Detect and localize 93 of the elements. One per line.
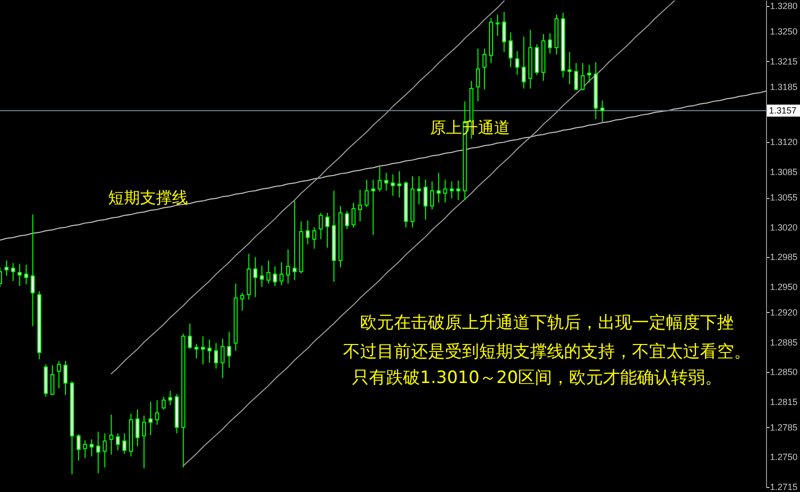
candlestick <box>83 440 88 459</box>
y-tick-label: 1.3120 <box>770 137 798 148</box>
candlestick <box>200 336 205 365</box>
candlestick <box>482 48 486 90</box>
candlestick <box>574 62 578 91</box>
candlestick <box>142 414 146 469</box>
candlestick <box>580 62 585 91</box>
candlestick <box>397 170 402 198</box>
candlestick <box>227 332 232 368</box>
candlestick <box>50 364 54 396</box>
candlestick <box>522 36 526 90</box>
candlestick <box>436 172 441 204</box>
annotation: 只有跌破1.3010～20区间，欧元才能确认转弱。 <box>352 368 722 388</box>
candlestick <box>155 400 160 426</box>
annotation: 不过目前还是受到短期支撑线的支持，不宜太过看空。 <box>343 342 751 362</box>
candlestick <box>568 51 572 85</box>
y-tick-label: 1.3250 <box>770 26 798 36</box>
candlestick <box>325 212 330 248</box>
candlestick <box>286 248 290 284</box>
candlestick <box>443 179 448 204</box>
candlestick <box>4 260 9 276</box>
y-tick-label: 1.2750 <box>770 452 798 462</box>
candlestick <box>63 360 68 396</box>
candlestick <box>168 390 172 406</box>
candlestick <box>318 212 323 240</box>
candlestick <box>56 360 61 389</box>
candlestick <box>352 202 356 228</box>
candlestick <box>600 100 604 122</box>
y-tick-label: 1.2920 <box>770 307 798 318</box>
candlestick <box>312 226 316 250</box>
candlestick <box>96 431 100 474</box>
y-tick-label: 1.2785 <box>770 422 798 432</box>
candlestick <box>116 432 120 451</box>
candlestick <box>240 292 244 312</box>
candlestick <box>266 260 270 284</box>
candlestick <box>30 214 35 327</box>
candlestick <box>390 174 395 196</box>
y-tick-label: 1.2815 <box>770 396 798 407</box>
y-tick-label: 1.2985 <box>770 252 798 262</box>
candlestick <box>208 339 212 364</box>
candlestick <box>280 262 284 286</box>
y-tick-label: 1.2950 <box>770 282 798 292</box>
candlestick <box>476 48 480 102</box>
candlestick <box>135 409 140 447</box>
candlestick <box>122 432 126 454</box>
y-tick-label: 1.3055 <box>770 192 798 203</box>
candlestick <box>260 265 264 288</box>
candlestick <box>102 432 107 468</box>
y-tick-label: 1.3215 <box>770 56 798 66</box>
candlestick <box>515 50 520 76</box>
candlestick <box>214 342 218 370</box>
candlestick <box>194 343 198 359</box>
y-tick-label: 1.2715 <box>770 482 798 492</box>
candlestick <box>11 262 16 282</box>
candlestick <box>220 338 225 379</box>
candlestick <box>496 14 500 36</box>
annotation: 短期支撑线 <box>108 188 188 207</box>
candlestick <box>24 264 28 285</box>
candlestick <box>344 210 349 230</box>
candlestick <box>371 179 376 236</box>
candlestick <box>508 32 513 68</box>
candlestick <box>90 438 94 457</box>
candlestick <box>456 180 460 201</box>
candlestick <box>292 200 297 281</box>
candlestick <box>450 180 454 199</box>
candlestick <box>148 401 153 436</box>
candlestick <box>76 434 81 462</box>
y-tick-label: 1.2850 <box>770 367 798 378</box>
annotation: 欧元在击破原上升通道下轨后，出现一定幅度下挫 <box>360 313 734 333</box>
y-tick-label: 1.3085 <box>770 166 798 177</box>
line-series <box>0 90 766 241</box>
candlestick <box>253 256 258 298</box>
candlestick <box>109 414 114 456</box>
y-tick-label: 1.2885 <box>770 337 798 348</box>
candlestick <box>364 179 369 208</box>
candlestick <box>430 180 434 210</box>
candlestick <box>384 172 388 192</box>
candlestick <box>162 396 166 410</box>
y-tick-label: 1.3020 <box>770 222 798 232</box>
y-tick-label: 1.3280 <box>770 0 798 11</box>
candlestick <box>272 266 277 287</box>
candlestick <box>358 189 362 222</box>
candlestick <box>502 11 506 52</box>
y-tick-label: 1.3185 <box>770 82 798 92</box>
ref-line-label: 1.3157 <box>769 106 797 116</box>
candlestick <box>424 179 428 220</box>
candlestick <box>548 32 552 54</box>
candlestick <box>587 64 592 84</box>
candlestick <box>378 166 382 192</box>
candlestick <box>306 220 310 245</box>
candlestick <box>188 323 192 350</box>
candlestick <box>417 176 422 205</box>
candlestick <box>18 263 22 287</box>
